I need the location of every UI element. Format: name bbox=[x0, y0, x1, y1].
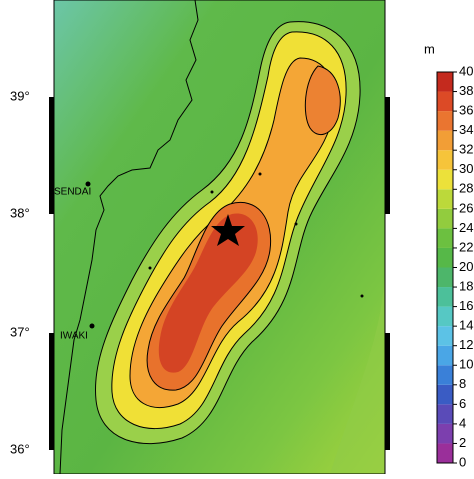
colorbar-tick-label: 2 bbox=[459, 435, 466, 450]
colorbar-segment bbox=[437, 267, 453, 288]
colorbar-segment bbox=[437, 247, 453, 268]
colorbar-segment bbox=[437, 111, 453, 131]
colorbar-segment bbox=[437, 169, 453, 190]
colorbar-unit: m bbox=[424, 41, 435, 56]
station bbox=[294, 222, 298, 226]
colorbar-tick-label: 40 bbox=[459, 63, 473, 78]
frame-bar bbox=[385, 97, 390, 214]
colorbar-tick-label: 38 bbox=[459, 83, 473, 98]
colorbar-segment bbox=[437, 384, 453, 405]
colorbar-tick-label: 20 bbox=[459, 259, 473, 274]
epicenter-star bbox=[211, 214, 245, 246]
colorbar-tick-label: 10 bbox=[459, 357, 473, 372]
frame-bar bbox=[49, 97, 54, 214]
station bbox=[210, 190, 214, 194]
colorbar-tick-label: 18 bbox=[459, 278, 473, 293]
colorbar-segment bbox=[437, 287, 453, 307]
colorbar-tick-label: 14 bbox=[459, 318, 473, 333]
colorbar-tick-label: 16 bbox=[459, 298, 473, 313]
latitude-label: 36° bbox=[10, 441, 30, 456]
city-dot bbox=[89, 323, 95, 329]
colorbar-segment bbox=[437, 189, 453, 209]
colorbar-tick-label: 6 bbox=[459, 396, 466, 411]
contour-core bbox=[158, 213, 258, 373]
colorbar-segment bbox=[437, 150, 453, 170]
colorbar-tick-label: 22 bbox=[459, 239, 473, 254]
colorbar-segment bbox=[437, 306, 453, 327]
place-label: IWAKI bbox=[60, 331, 88, 342]
frame-bar bbox=[385, 333, 390, 450]
colorbar-tick-label: 34 bbox=[459, 122, 473, 137]
frame-bar bbox=[49, 333, 54, 450]
colorbar-tick-label: 4 bbox=[459, 415, 466, 430]
map-area: SENDAI IWAKI bbox=[54, 0, 385, 474]
station bbox=[360, 294, 364, 298]
latitude-label: 37° bbox=[10, 324, 30, 339]
city-dot bbox=[85, 181, 91, 187]
contour bbox=[304, 65, 341, 136]
latitude-label: 38° bbox=[10, 205, 30, 220]
coastline bbox=[59, 0, 199, 474]
colorbar-segment bbox=[437, 91, 453, 112]
colorbar-tick-label: 32 bbox=[459, 142, 473, 157]
latitude-label: 39° bbox=[10, 88, 30, 103]
frame-ticks bbox=[49, 97, 390, 450]
colorbar-segment bbox=[437, 326, 453, 346]
colorbar-segment bbox=[437, 130, 453, 151]
colorbar-segment bbox=[437, 228, 453, 248]
colorbar-segment bbox=[437, 443, 453, 463]
colorbar-tick-label: 30 bbox=[459, 161, 473, 176]
colorbar-tick-label: 24 bbox=[459, 220, 473, 235]
colorbar-tick-label: 36 bbox=[459, 103, 473, 118]
colorbar-tick-label: 12 bbox=[459, 337, 473, 352]
station bbox=[258, 172, 262, 176]
colorbar-tick-label: 28 bbox=[459, 181, 473, 196]
colorbar-tick-label: 8 bbox=[459, 376, 466, 391]
band bbox=[330, 260, 385, 474]
colorbar-segment bbox=[437, 365, 453, 385]
colorbar-segment bbox=[437, 72, 453, 92]
colorbar-segment bbox=[437, 345, 453, 366]
colorbar-segment bbox=[437, 404, 453, 424]
place-label: SENDAI bbox=[54, 187, 91, 198]
colorbar-segment bbox=[437, 208, 453, 229]
colorbar-segment bbox=[437, 423, 453, 444]
colorbar-tick-label: 26 bbox=[459, 200, 473, 215]
station bbox=[148, 266, 152, 270]
colorbar-tick-label: 0 bbox=[459, 454, 466, 469]
